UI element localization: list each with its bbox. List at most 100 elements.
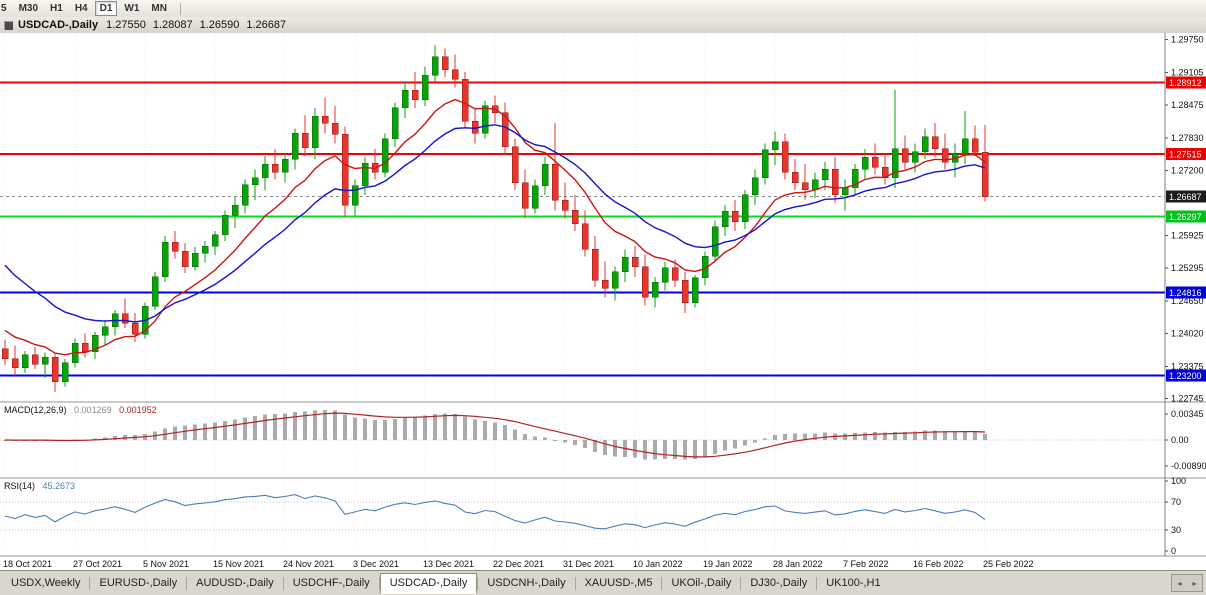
macd-histogram-bar: [473, 419, 477, 440]
macd-histogram-bar: [603, 440, 607, 456]
candle: [891, 148, 899, 178]
date-label: 31 Dec 2021: [563, 559, 614, 569]
chart-area[interactable]: 1.29750 1.29105 1.28475 1.27830 1.27200 1.259…: [0, 33, 1206, 570]
candle: [321, 115, 329, 124]
tab-divider: [816, 576, 818, 590]
rsi-indicator-label: RSI(14) 45.2673: [4, 481, 80, 491]
macd-histogram-bar: [493, 422, 497, 440]
tab-usdcnh-daily[interactable]: USDCNH-,Daily: [487, 576, 566, 589]
tab-ukoil-daily[interactable]: UKOil-,Daily: [671, 576, 732, 589]
candle: [101, 326, 109, 336]
candle: [631, 257, 639, 267]
candle: [981, 152, 989, 197]
candle: [441, 56, 449, 71]
timeframe-button-m30[interactable]: M30: [18, 3, 39, 14]
price-axis-label: 1.22745: [1171, 394, 1204, 404]
candle: [831, 169, 839, 196]
chart-background: [0, 33, 1206, 570]
candle: [601, 279, 609, 289]
tab-audusd-daily[interactable]: AUDUSD-,Daily: [196, 576, 274, 589]
price-tag: [1166, 286, 1206, 299]
candle: [821, 169, 829, 180]
candle: [501, 112, 509, 148]
timeframe-button-5[interactable]: 5: [1, 3, 7, 14]
tab-scroll-right-icon[interactable]: ▸: [1192, 578, 1197, 588]
price-tag-label: 1.23200: [1169, 371, 1202, 381]
candle: [41, 357, 49, 365]
tab-uk100-h1[interactable]: UK100-,H1: [826, 576, 881, 589]
macd-histogram-bar: [883, 432, 887, 440]
candle: [201, 245, 209, 254]
macd-signal-value: 0.001952: [119, 405, 157, 415]
candle: [521, 182, 529, 209]
chart-symbol-period: USDCAD-,Daily: [18, 19, 99, 31]
timeframe-button-h4[interactable]: H4: [74, 3, 88, 14]
macd-histogram-bar: [963, 431, 967, 440]
macd-histogram-bar: [563, 440, 567, 443]
date-label: 24 Nov 2021: [283, 559, 334, 569]
macd-histogram-bar: [333, 410, 337, 440]
macd-histogram-bar: [803, 433, 807, 440]
macd-histogram-bar: [483, 420, 487, 440]
price-tag: [1166, 190, 1206, 203]
price-axis-label: 1.29105: [1171, 68, 1204, 78]
tab-scroll-left-icon[interactable]: ◂: [1177, 578, 1182, 588]
candle: [571, 210, 579, 224]
tab-usdx-weekly[interactable]: USDX,Weekly: [11, 576, 81, 589]
tab-usdcad-daily[interactable]: USDCAD-,Daily: [379, 572, 478, 594]
tab-scroll-buttons[interactable]: ◂ ▸: [1171, 574, 1203, 592]
tab-usdchf-daily[interactable]: USDCHF-,Daily: [292, 576, 370, 589]
candle: [751, 177, 759, 196]
tab-eurusd-daily[interactable]: EURUSD-,Daily: [99, 576, 178, 589]
macd-histogram-bar: [713, 440, 717, 454]
candle: [791, 172, 799, 183]
candle: [841, 187, 849, 196]
rsi-axis-label: 70: [1171, 497, 1181, 507]
chart-canvas[interactable]: 1.29750 1.29105 1.28475 1.27830 1.27200 1.259…: [0, 33, 1206, 570]
macd-histogram-bar: [773, 435, 777, 440]
candle: [461, 78, 469, 122]
candle: [121, 313, 129, 324]
timeframe-toolbar: 5 M30 H1 H4 D1 W1 MN: [0, 0, 1206, 18]
date-label: 28 Jan 2022: [773, 559, 823, 569]
macd-histogram-bar: [743, 440, 747, 446]
candle: [581, 223, 589, 250]
candle: [871, 156, 879, 168]
candle: [181, 251, 189, 267]
price-axis-label: 1.27830: [1171, 133, 1204, 143]
rsi-axis-label: 0: [1171, 546, 1176, 556]
date-label: 3 Dec 2021: [353, 559, 399, 569]
macd-histogram-bar: [203, 423, 207, 440]
macd-histogram-bar: [363, 418, 367, 440]
tab-xauusd-m5[interactable]: XAUUSD-,M5: [584, 576, 653, 589]
slow-ma-line: [4, 124, 986, 323]
timeframe-button-d1[interactable]: D1: [94, 1, 118, 16]
candle: [51, 357, 59, 382]
macd-histogram-bar: [763, 438, 767, 440]
chart-title-bar: USDCAD-,Daily 1.27550 1.28087 1.26590 1.…: [0, 17, 1206, 34]
date-label: 15 Nov 2021: [213, 559, 264, 569]
macd-histogram-bar: [393, 418, 397, 440]
timeframe-button-h1[interactable]: H1: [50, 3, 63, 14]
price-axis-label: 1.27200: [1171, 165, 1204, 175]
macd-histogram-bar: [843, 433, 847, 440]
rsi-axis-label: 30: [1171, 525, 1181, 535]
macd-histogram-bar: [103, 437, 107, 440]
price-tag-label: 1.27515: [1169, 150, 1202, 160]
tab-divider: [574, 576, 576, 590]
macd-histogram-bar: [733, 440, 737, 449]
candle: [361, 162, 369, 186]
candle: [401, 90, 409, 109]
macd-histogram-bar: [373, 420, 377, 440]
candle: [81, 342, 89, 353]
timeframe-button-mn[interactable]: MN: [151, 3, 167, 14]
macd-histogram-bar: [273, 414, 277, 440]
candle: [391, 107, 399, 139]
candle: [691, 277, 699, 303]
candle: [251, 177, 259, 185]
timeframe-button-w1[interactable]: W1: [124, 3, 140, 14]
rsi-axis-label: 100: [1171, 476, 1186, 486]
candle: [721, 211, 729, 227]
tab-dj30-daily[interactable]: DJ30-,Daily: [750, 576, 808, 589]
macd-histogram-bar: [503, 425, 507, 440]
